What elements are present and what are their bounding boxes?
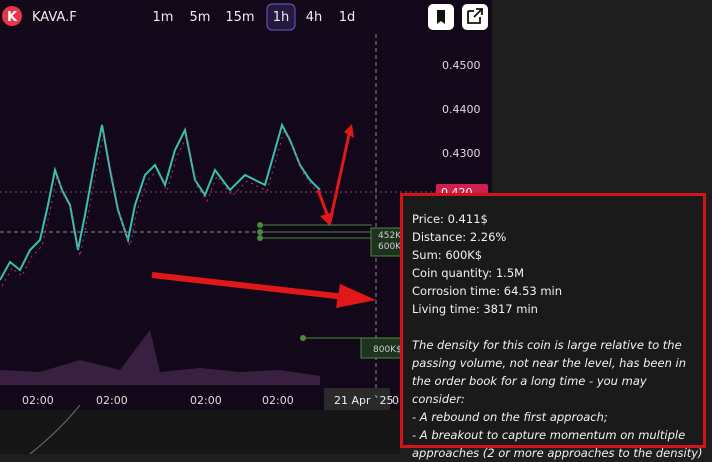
order-dot bbox=[257, 235, 263, 241]
tooltip-line: Sum: 600K$ bbox=[412, 248, 483, 262]
timeframe[interactable]: 5m bbox=[190, 10, 211, 25]
time-label: 02:00 bbox=[262, 394, 294, 407]
order-dot bbox=[300, 335, 306, 341]
arrowhead bbox=[336, 284, 376, 308]
crosshair-tag bbox=[324, 388, 390, 410]
price-label: 0.4300 bbox=[442, 147, 481, 160]
timeframe[interactable]: 4h bbox=[306, 10, 323, 25]
arrow bbox=[151, 272, 346, 300]
toolbar bbox=[0, 0, 492, 34]
tooltip-line: Living time: 3817 min bbox=[412, 302, 538, 316]
tooltip-line: Coin quantity: 1.5M bbox=[412, 266, 525, 280]
tooltip-line: Distance: 2.26% bbox=[412, 230, 507, 244]
open-icon bbox=[467, 8, 483, 24]
tooltip-line: Price: 0.411$ bbox=[412, 212, 488, 226]
time-label: 02:00 bbox=[96, 394, 128, 407]
order-label: 452K bbox=[378, 231, 402, 241]
arrowhead bbox=[320, 212, 334, 226]
time-label: 02:00 bbox=[22, 394, 54, 407]
tooltip-option: - A rebound on the first approach; bbox=[412, 410, 608, 424]
order-dot bbox=[257, 222, 263, 228]
timeframe[interactable]: 1m bbox=[153, 10, 174, 25]
arrowhead bbox=[344, 124, 354, 138]
deco bbox=[29, 404, 81, 454]
crosshair-time: 21 Apr `25 bbox=[334, 394, 394, 407]
timeframe[interactable]: 1d bbox=[339, 10, 356, 25]
price-path bbox=[0, 122, 321, 281]
time-label: 0 bbox=[392, 394, 399, 407]
timeframe[interactable]: 1h bbox=[273, 10, 290, 25]
time-label: 02:00 bbox=[190, 394, 222, 407]
price-label: 0.4500 bbox=[442, 59, 481, 72]
tooltip-line: Corrosion time: 64.53 min bbox=[412, 284, 563, 298]
order-label: 600K bbox=[378, 242, 402, 252]
symbol: KAVA.F bbox=[32, 10, 77, 25]
logo-text: K bbox=[7, 10, 18, 25]
active-timeframe bbox=[266, 3, 296, 31]
timeframe[interactable]: 15m bbox=[225, 10, 254, 25]
logo[interactable] bbox=[2, 6, 22, 26]
order-dot bbox=[257, 229, 263, 235]
bookmark-icon bbox=[437, 10, 445, 24]
volume bbox=[0, 330, 320, 385]
price-path-shadow bbox=[1, 129, 323, 287]
order-label: 800K$ bbox=[373, 345, 402, 355]
footer-bg bbox=[0, 410, 400, 454]
tooltip-note: The density for this coin is large relat… bbox=[412, 338, 687, 406]
price-label: 0.4400 bbox=[442, 103, 481, 116]
tooltip-option: - A breakout to capture momentum on mult… bbox=[412, 428, 703, 460]
tooltip: Price: 0.411$ Distance: 2.26% Sum: 600K$ Co… bbox=[400, 193, 706, 460]
arrow bbox=[328, 129, 352, 223]
